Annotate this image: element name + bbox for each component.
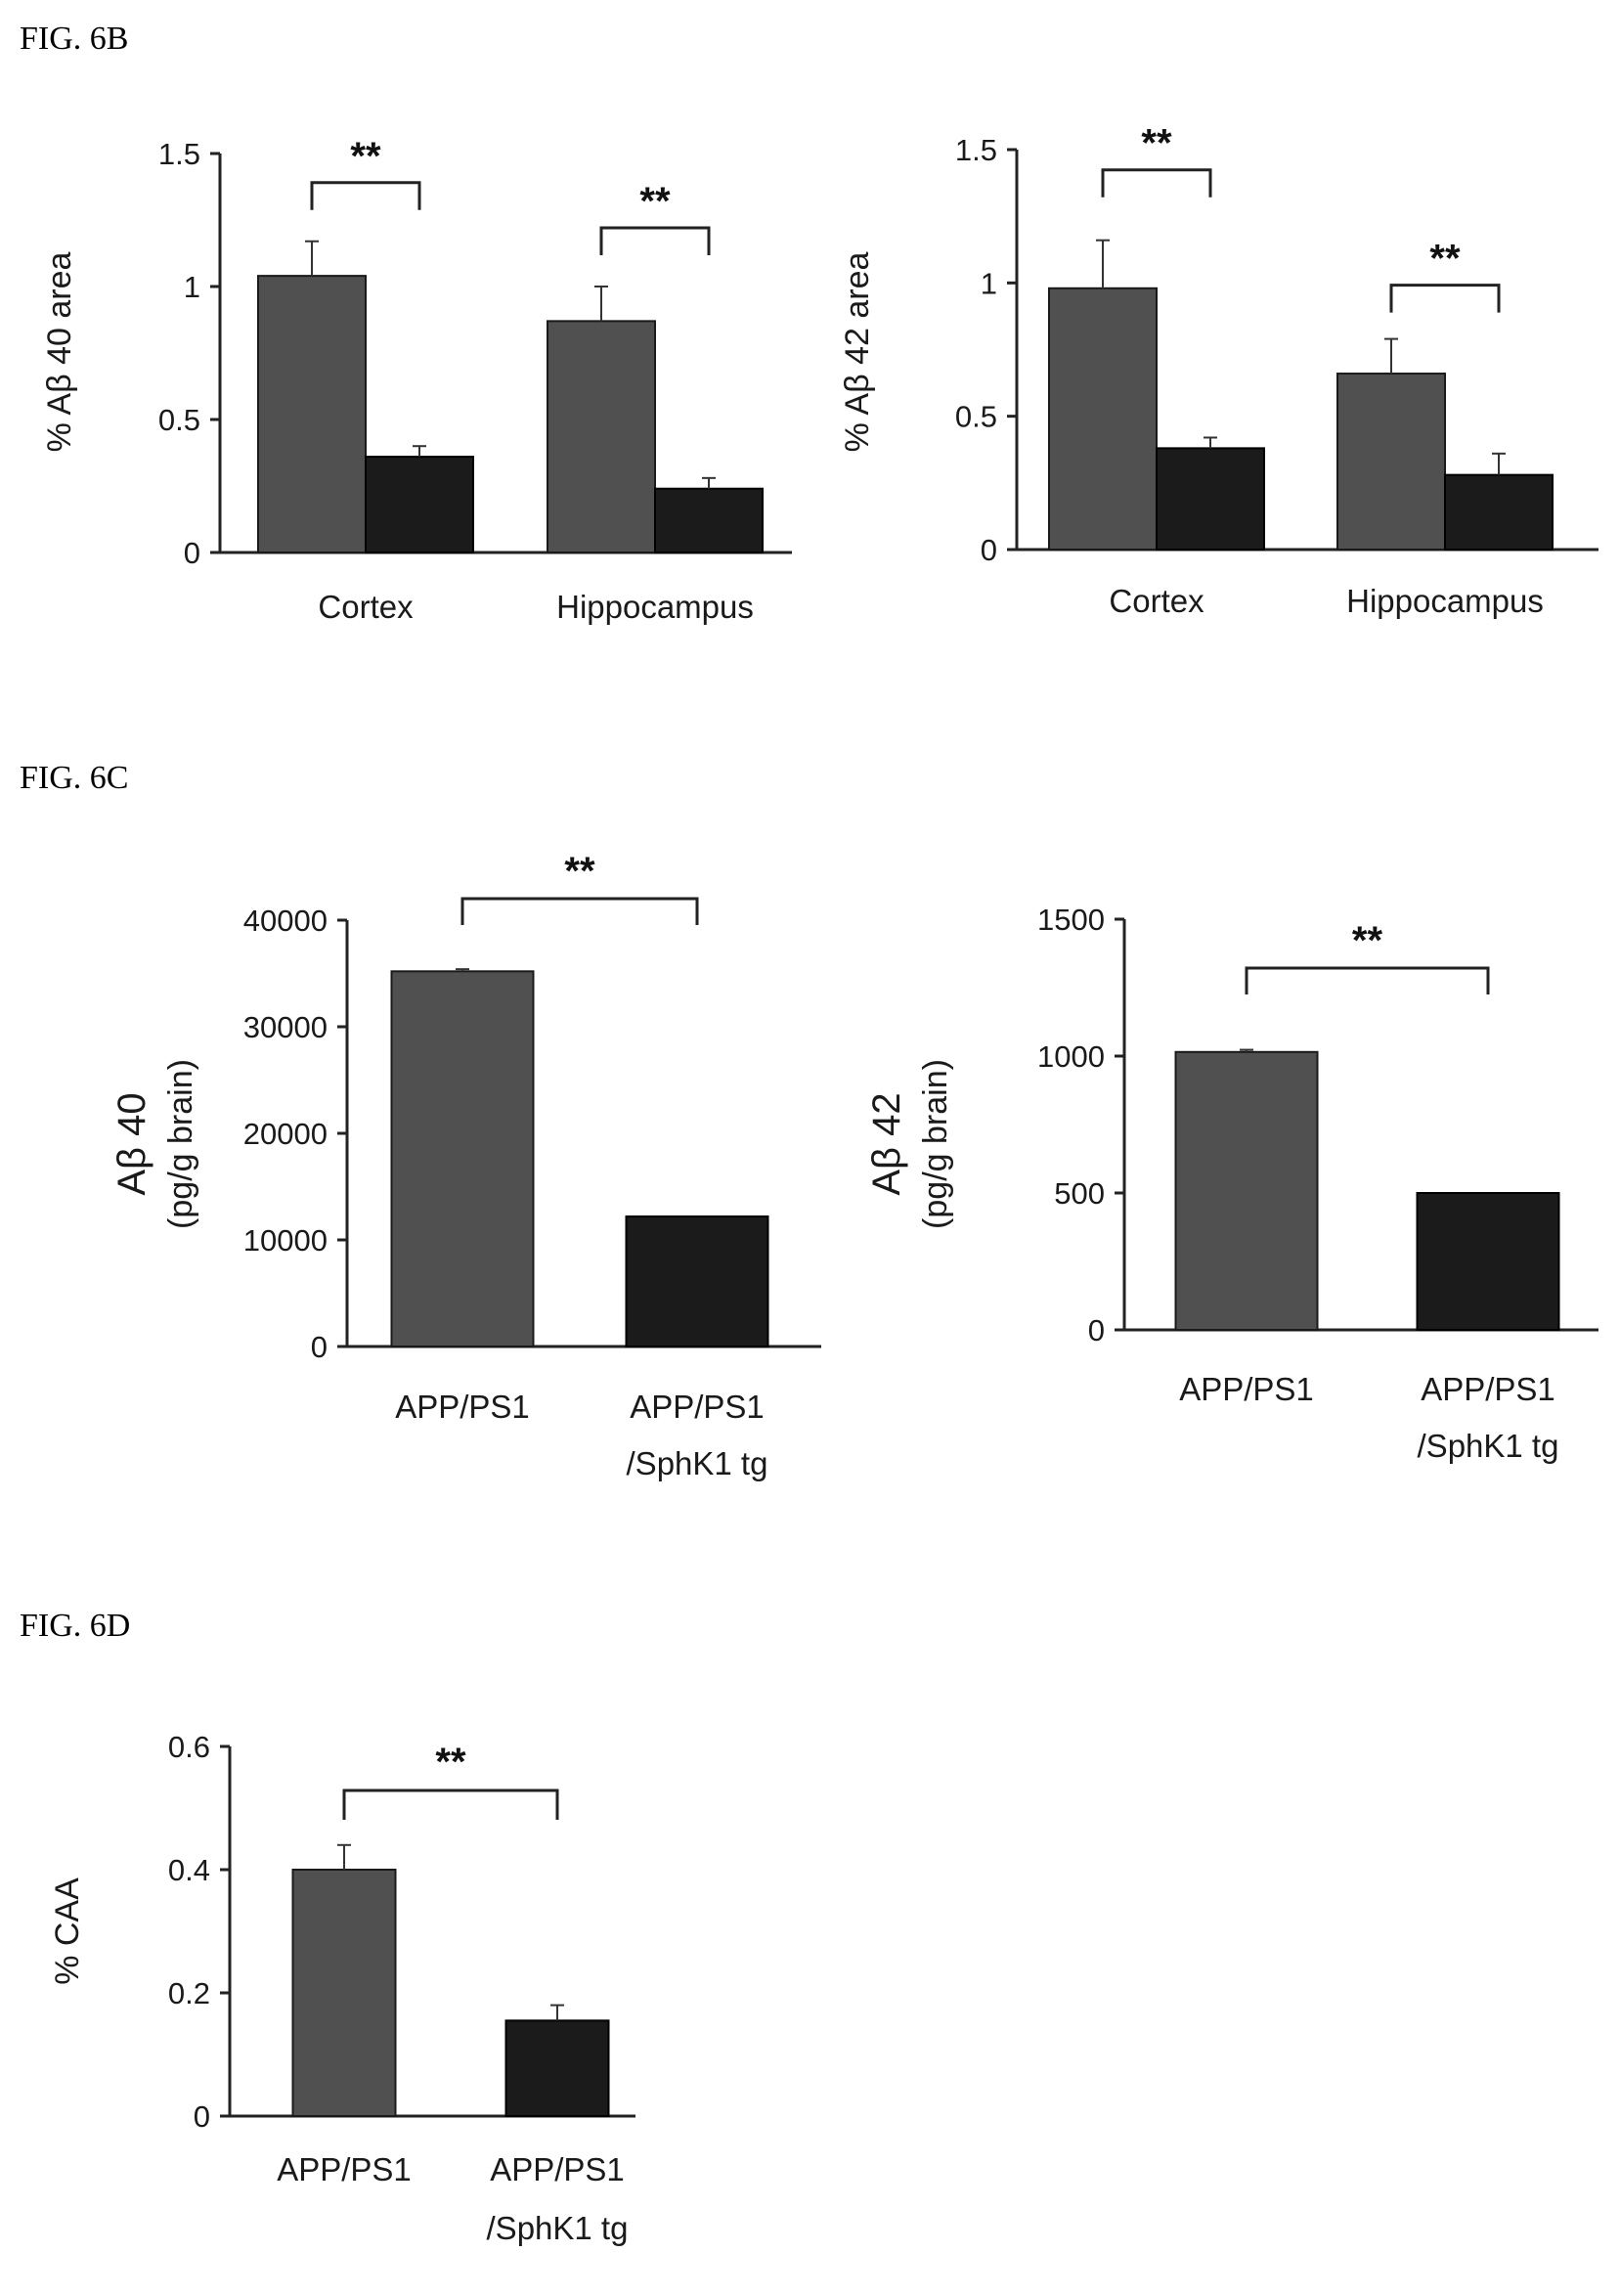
significance-bracket — [310, 181, 421, 210]
y-tick-label: 500 — [1054, 1176, 1105, 1211]
y-tick-label: 1 — [184, 270, 200, 304]
x-category-label: /SphK1 tg — [1418, 1428, 1559, 1464]
bar-series-1 — [1336, 373, 1446, 552]
y-tick-label: 0 — [981, 533, 997, 567]
bar-series-1 — [257, 275, 367, 553]
significance-bracket — [1245, 966, 1490, 994]
significance-bracket — [342, 1788, 559, 1820]
significance-marker: ** — [350, 135, 381, 178]
bar — [504, 2019, 610, 2118]
bar-series-2 — [1444, 473, 1554, 551]
y-tick-label: 1 — [981, 266, 997, 300]
x-category-label: /SphK1 tg — [627, 1445, 768, 1481]
x-category-label: APP/PS1 — [395, 1389, 530, 1425]
bar — [390, 970, 535, 1347]
x-category-label: Cortex — [1109, 583, 1204, 619]
significance-bracket — [1101, 168, 1212, 198]
significance-marker: ** — [639, 180, 671, 223]
chart-caa: 0 0.2 0.4 0.6 % CAA APP/PS1 APP/PS1/SphK1 tg ** — [49, 1730, 635, 2246]
fig-6d-label: FIG. 6D — [20, 1608, 130, 1644]
bar-series-2 — [654, 487, 764, 553]
fig-6b-label: FIG. 6B — [20, 21, 128, 57]
chart-ab40-area: 0 0.5 1 1.5 % Aβ 40 area Cortex ** Hippocampus *… — [41, 135, 792, 625]
significance-marker: ** — [564, 850, 595, 893]
bar — [625, 1215, 769, 1348]
y-tick-label: 20000 — [243, 1117, 328, 1151]
y-axis-title-units: (pg/g brain) — [162, 1059, 199, 1229]
x-category-label: APP/PS1 — [1421, 1371, 1555, 1407]
significance-marker: ** — [435, 1741, 466, 1784]
x-category-label: APP/PS1 — [277, 2151, 412, 2187]
y-tick-label: 10000 — [243, 1223, 328, 1258]
y-tick-label: 0.5 — [158, 403, 200, 437]
y-tick-label: 40000 — [243, 904, 328, 938]
x-category-label: Hippocampus — [1346, 583, 1544, 619]
significance-marker: ** — [1352, 919, 1383, 962]
y-tick-label: 1500 — [1037, 903, 1105, 937]
y-tick-label: 30000 — [243, 1010, 328, 1044]
y-tick-label: 1.5 — [955, 133, 997, 167]
y-tick-label: 0 — [194, 2099, 210, 2134]
bar-series-2 — [1156, 447, 1265, 551]
x-category-label: APP/PS1 — [1179, 1371, 1314, 1407]
bar-series-1 — [1048, 287, 1158, 551]
y-tick-label: 1000 — [1037, 1039, 1105, 1074]
significance-bracket — [1389, 284, 1501, 313]
fig-6c-label: FIG. 6C — [20, 760, 128, 796]
chart-ab42-area: 0 0.5 1 1.5 % Aβ 42 area Cortex ** Hippocampus *… — [839, 122, 1598, 619]
significance-bracket — [599, 226, 711, 255]
x-category-label: APP/PS1 — [630, 1389, 765, 1425]
significance-marker: ** — [1429, 238, 1461, 281]
y-tick-label: 0.4 — [168, 1853, 210, 1887]
bar-series-1 — [547, 320, 656, 553]
y-tick-label: 1.5 — [158, 137, 200, 171]
y-axis-title: Aβ 40 — [110, 1092, 153, 1195]
y-axis-title: % CAA — [49, 1877, 86, 1985]
y-axis-title: % Aβ 42 area — [839, 252, 876, 453]
x-category-label: /SphK1 tg — [487, 2210, 629, 2246]
y-axis-title-units: (pg/g brain) — [917, 1059, 954, 1229]
y-axis-title: % Aβ 40 area — [41, 252, 78, 453]
x-category-label: Cortex — [318, 589, 414, 625]
y-tick-label: 0.2 — [168, 1976, 210, 2010]
x-category-label: APP/PS1 — [490, 2151, 625, 2187]
chart-ab40-brain: 0 10000 20000 30000 40000 Aβ 40 (pg/g brain) AP… — [110, 850, 821, 1481]
x-category-label: Hippocampus — [556, 589, 754, 625]
y-tick-label: 0.5 — [955, 400, 997, 434]
y-tick-label: 0 — [184, 536, 200, 570]
chart-ab42-brain: 0 500 1000 1500 Aβ 42 (pg/g brain) APP/PS1 APP/… — [865, 903, 1598, 1464]
y-tick-label: 0 — [1088, 1313, 1105, 1347]
bar-series-2 — [365, 456, 474, 553]
bar — [291, 1869, 397, 2117]
y-tick-label: 0 — [311, 1330, 328, 1364]
y-axis-title: Aβ 42 — [865, 1092, 908, 1195]
y-tick-label: 0.6 — [168, 1730, 210, 1764]
bar — [1416, 1192, 1560, 1331]
bar — [1174, 1050, 1319, 1332]
significance-bracket — [460, 897, 699, 925]
significance-marker: ** — [1141, 122, 1172, 165]
